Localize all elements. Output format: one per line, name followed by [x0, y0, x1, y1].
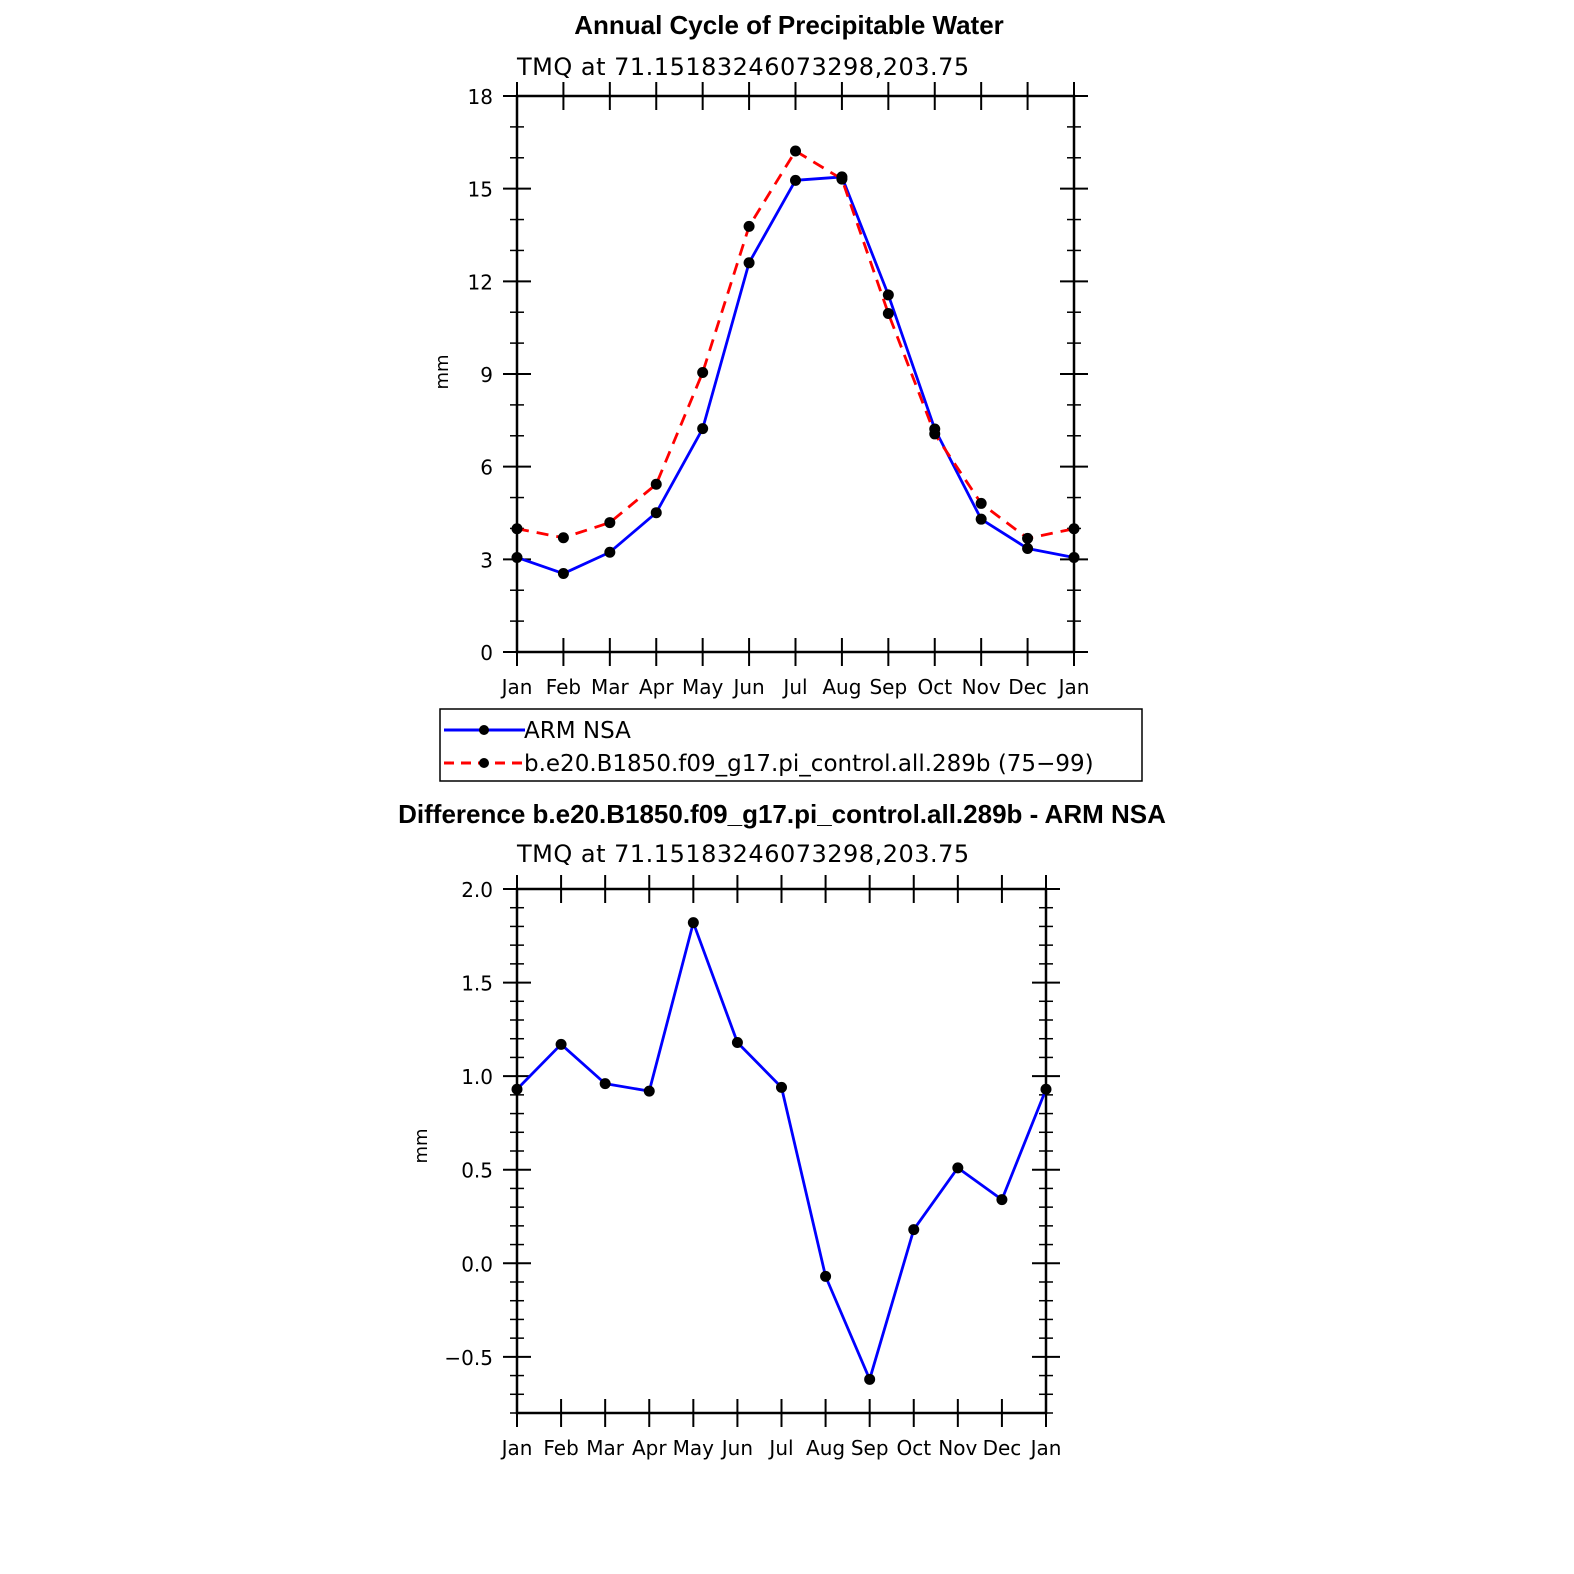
chart1-series-0-point — [604, 546, 616, 558]
chart1-series-1-point — [975, 497, 987, 509]
chart1-series-0-point — [1022, 543, 1034, 555]
chart1-xtick-label: May — [682, 675, 724, 699]
chart2-series-0-point — [820, 1270, 832, 1282]
chart2-series-0-point — [599, 1078, 611, 1090]
legend-label-arm: ARM NSA — [524, 718, 631, 744]
chart2-series-0-point — [776, 1081, 787, 1093]
chart1-series-0-point — [975, 513, 987, 525]
chart1-xtick-label: Dec — [1008, 675, 1047, 699]
chart1-ytick-label: 15 — [468, 178, 493, 202]
chart2-xtick-label: Nov — [938, 1436, 977, 1460]
chart1-ytick-label: 0 — [480, 641, 493, 665]
chart1-ytick-label: 18 — [468, 85, 493, 109]
chart1-series-1-point — [790, 145, 801, 157]
chart1-xtick-label: Oct — [917, 675, 952, 699]
chart1-series-1-line — [516, 149, 1075, 540]
chart1-series-0-point — [790, 174, 801, 186]
chart1-series-0-point — [697, 423, 709, 435]
chart2-series-0-point — [511, 1083, 523, 1095]
chart1-series-0-line — [516, 175, 1075, 575]
chart2-xtick-label: Oct — [896, 1436, 931, 1460]
chart2-ytick-label: −0.5 — [444, 1346, 493, 1370]
chart1-plot: 0 3 6 9 12 15 18 Jan Feb Mar Apr May Jun Jul Aug Sep Oct… — [468, 82, 1090, 699]
chart1-xtick-label: Jan — [500, 675, 533, 699]
chart2-ytick-label: 2.0 — [461, 878, 493, 902]
chart2-series-0-point — [864, 1373, 876, 1385]
chart1-series-0-point — [882, 289, 894, 301]
chart1-xtick-label: Jan — [1057, 675, 1090, 699]
chart2-ytick-label: 0.5 — [461, 1159, 493, 1183]
chart2-xtick-label: Apr — [632, 1436, 667, 1460]
chart1-xtick-label: Sep — [869, 675, 907, 699]
chart1-xtick-label: Aug — [822, 675, 861, 699]
legend-label-model: b.e20.B1850.f09_g17.pi_control.all.289b … — [524, 751, 1094, 777]
chart1-series-0-point — [743, 257, 755, 269]
chart1-series-1-point — [1068, 523, 1080, 535]
chart1-series-1-point — [650, 478, 662, 490]
chart1-xtick-label: Mar — [591, 675, 630, 699]
legend-box — [439, 708, 1143, 782]
chart2-ytick-label: 1.5 — [461, 972, 493, 996]
chart2-frame — [515, 887, 1048, 1415]
chart1-series-1-point — [836, 173, 848, 185]
chart1-ytick-label: 3 — [480, 548, 493, 572]
chart2-xtick-label: Dec — [983, 1436, 1022, 1460]
chart2-series-0-point — [555, 1038, 567, 1050]
chart2-series-0-point — [952, 1162, 964, 1174]
chart2-xtick-label: Jan — [500, 1436, 533, 1460]
chart1-legend: ARM NSA b.e20.B1850.f09_g17.pi_control.a… — [439, 708, 1143, 782]
chart1-xtick-label: Jun — [731, 675, 764, 699]
chart1-ytick-label: 9 — [480, 363, 493, 387]
chart1-series-1-point — [1022, 532, 1034, 544]
chart2-ytick-label: 0.0 — [461, 1252, 493, 1276]
chart1-ytick-label: 12 — [468, 270, 493, 294]
chart1-xtick-label: Apr — [639, 675, 674, 699]
chart2-series-0-point — [643, 1085, 655, 1097]
chart1-xtick-label: Jul — [781, 675, 807, 699]
chart2-series-0-point — [996, 1194, 1008, 1206]
chart2-series-0-point — [908, 1224, 920, 1236]
chart1-xtick-label: Nov — [962, 675, 1001, 699]
chart2-xtick-label: May — [673, 1436, 715, 1460]
legend-marker-arm — [479, 725, 489, 735]
chart1-series-0-point — [511, 551, 523, 563]
chart2-xtick-label: Feb — [543, 1436, 578, 1460]
chart2-xtick-label: Sep — [851, 1436, 889, 1460]
chart2-xtick-label: Jul — [767, 1436, 793, 1460]
chart2-series-0-point — [1040, 1083, 1052, 1095]
chart2-xtick-label: Mar — [586, 1436, 625, 1460]
chart1-series-0-point — [1068, 551, 1080, 563]
chart2-xtick-label: Jan — [1029, 1436, 1062, 1460]
chart1-xtick-label: Feb — [546, 675, 581, 699]
chart2-series-0-line — [516, 921, 1048, 1381]
chart2-subtitle: TMQ at 71.15183246073298,203.75 — [516, 840, 970, 868]
chart2-plot: −0.5 0.0 0.5 1.0 1.5 2.0 Jan Feb Mar Apr May Jun Jul… — [444, 875, 1061, 1460]
chart1-subtitle: TMQ at 71.15183246073298,203.75 — [516, 53, 970, 81]
chart2-ylabel: mm — [411, 1128, 432, 1163]
chart1-series-1-point — [604, 517, 616, 529]
chart1-series-1-point — [743, 220, 755, 232]
chart2-series-0-point — [687, 917, 699, 929]
chart1-series-1-point — [929, 428, 941, 440]
chart1-series-1-point — [882, 307, 894, 319]
legend-marker-model — [479, 758, 489, 768]
chart2-xtick-label: Aug — [806, 1436, 845, 1460]
chart1-ylabel: mm — [432, 354, 453, 389]
chart1-ytick-label: 6 — [480, 456, 493, 480]
chart1-series-1-point — [557, 532, 569, 544]
chart1-title: Annual Cycle of Precipitable Water — [574, 10, 1004, 40]
chart2-series-0-point — [731, 1036, 743, 1048]
chart1-series-0-point — [650, 507, 662, 519]
chart2-xtick-label: Jun — [720, 1436, 753, 1460]
chart1-series-1-point — [697, 366, 709, 378]
chart2-ytick-label: 1.0 — [461, 1065, 493, 1089]
chart1-series-0-point — [557, 568, 569, 580]
chart2-title: Difference b.e20.B1850.f09_g17.pi_contro… — [398, 799, 1166, 829]
chart1-series-1-point — [511, 523, 523, 535]
